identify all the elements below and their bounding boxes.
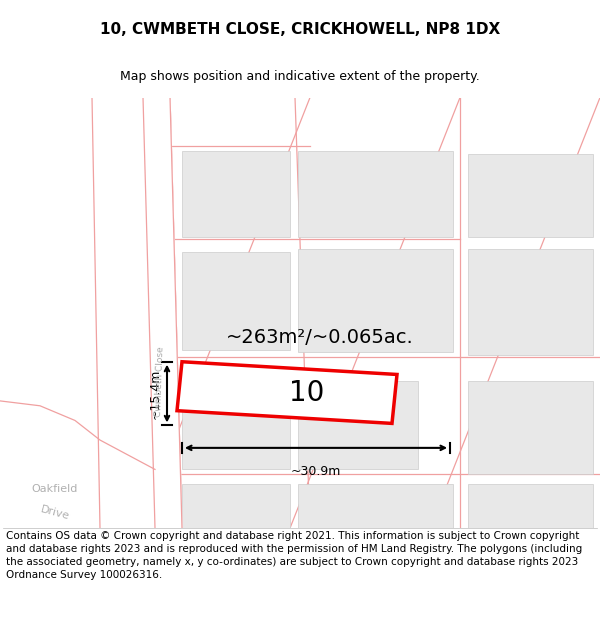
Bar <box>32 426 117 504</box>
Text: 10: 10 <box>289 379 325 407</box>
Bar <box>182 252 290 350</box>
Bar <box>5 308 55 371</box>
Polygon shape <box>0 98 155 528</box>
Bar <box>468 249 593 355</box>
Bar <box>468 484 593 528</box>
Bar <box>182 484 290 528</box>
Bar <box>5 156 85 264</box>
Bar <box>30 332 105 411</box>
Polygon shape <box>143 98 182 528</box>
Text: Oakfield: Oakfield <box>32 484 78 494</box>
Text: ~30.9m: ~30.9m <box>291 466 341 479</box>
Polygon shape <box>0 381 155 518</box>
Polygon shape <box>0 450 155 528</box>
Polygon shape <box>177 362 397 423</box>
Bar <box>298 249 453 352</box>
Bar <box>182 151 290 238</box>
Text: 10, CWMBETH CLOSE, CRICKHOWELL, NP8 1DX: 10, CWMBETH CLOSE, CRICKHOWELL, NP8 1DX <box>100 22 500 37</box>
Bar <box>182 381 290 469</box>
Bar <box>298 151 453 238</box>
Polygon shape <box>143 98 182 528</box>
Bar <box>468 381 593 474</box>
Bar <box>298 381 418 469</box>
Text: ~263m²/~0.065ac.: ~263m²/~0.065ac. <box>226 328 414 347</box>
Polygon shape <box>0 98 155 528</box>
Text: ~15.4m: ~15.4m <box>149 368 162 419</box>
Bar <box>468 154 593 238</box>
Bar <box>298 484 453 528</box>
Text: Map shows position and indicative extent of the property.: Map shows position and indicative extent… <box>120 69 480 82</box>
Text: Drive: Drive <box>40 505 71 522</box>
Text: Cwmbeth Close: Cwmbeth Close <box>154 346 166 417</box>
Text: Contains OS data © Crown copyright and database right 2021. This information is : Contains OS data © Crown copyright and d… <box>6 531 582 579</box>
